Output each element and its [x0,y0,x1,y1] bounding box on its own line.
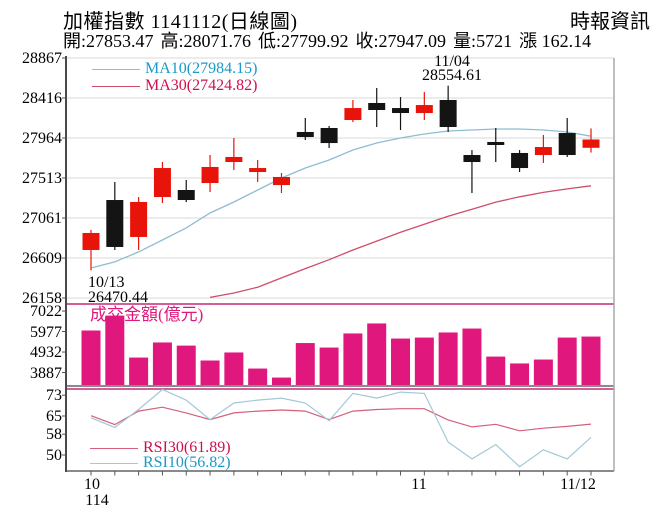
rsi30-line [90,406,592,432]
rsi30-line-swatch [90,447,138,449]
volume-axis-label: 4932 [30,344,62,362]
quote-line: 開:27853.47 高:28071.76 低:27799.92 收:27947.09… [63,27,598,53]
rsi10-line-swatch [90,462,138,464]
volume-bar [319,347,339,385]
volume-bar [414,337,434,385]
chart-annotation: 10/13 [88,274,125,291]
volume-axis-label: 3887 [30,364,62,382]
quote-part: 低:27799.92 [258,31,349,51]
candle-body [225,156,243,163]
page-title: 加權指數 1141112(日線圖) [63,11,298,33]
candle-body [392,108,410,114]
candle-body [487,141,505,145]
x-axis-label: 11/12 [560,476,596,493]
volume-bar [224,352,244,385]
volume-axis-label: 7022 [30,303,62,321]
volume-bar [581,336,601,385]
volume-bar [367,323,387,385]
volume-bar [343,333,363,385]
x-axis-label: 11 [411,476,427,493]
candle-body [296,131,314,138]
data-source-label: 時報資訊 [570,11,650,33]
price-axis-label: 27964 [22,130,62,147]
ma10-line-swatch [92,68,140,70]
candle-body [344,108,362,121]
volume-axis-label: 5977 [30,323,62,341]
price-axis-label: 26158 [22,290,62,307]
legend-ma10: MA10(27984.15) [92,61,257,77]
volume-bar [510,363,530,385]
chart-annotation: 26470.44 [88,289,148,306]
x-axis-label: 10 [84,476,100,493]
candle-body [558,133,576,156]
volume-bar [533,359,553,385]
price-axis-label: 26609 [22,250,62,268]
volume-bar [486,356,506,385]
rsi-axis-label: 58 [46,426,62,444]
candle-body [463,155,481,163]
rsi-axis-label: 50 [46,447,62,464]
volume-panel-title: 成交金額(億元) [90,305,204,324]
candle-body [82,232,100,250]
quote-part: 漲 162.14 [519,31,592,51]
candle-body [106,200,124,247]
price-axis-label: 27513 [22,169,62,187]
volume-bar [200,360,220,385]
volume-bar [248,368,268,385]
candle-body [415,105,433,114]
x-axis-label: 114 [85,492,109,509]
candle-body [534,147,552,156]
quote-part: 高:28071.76 [160,31,252,51]
legend-ma30: MA30(27424.82) [92,78,257,94]
quote-part: 量:5721 [453,31,513,51]
volume-bar [438,332,458,385]
rsi10-line [90,388,592,468]
volume-bar [271,377,291,385]
legend-rsi10: RSI10(56.82) [90,455,231,471]
volume-bar [176,345,196,385]
volume-bar [81,330,101,385]
ma30-line [209,185,592,299]
volume-bar [462,328,482,385]
price-axis-label: 27061 [22,210,62,227]
rsi30-legend-label: RSI30(61.89) [143,439,231,456]
volume-bar [295,343,315,385]
candle-body [272,176,290,186]
chart-annotation: 28554.61 [422,67,482,84]
volume-bar [391,338,411,385]
candle-body [320,127,338,144]
candle-body [249,168,267,173]
ma10-line [90,128,592,269]
quote-part: 收:27947.09 [355,31,447,51]
ma10-legend-label: MA10(27984.15) [145,60,258,77]
volume-bar [105,315,125,385]
rsi10-legend-label: RSI10(56.82) [143,454,231,471]
quote-part: 開:27853.47 [63,31,154,51]
candle-body [582,139,600,148]
candle-body [130,201,148,237]
volume-bar [557,337,577,385]
candle-body [439,99,457,128]
candle-body [201,166,219,184]
candle-body [368,103,386,111]
rsi-axis-label: 65 [46,408,62,425]
candle-body [177,190,195,201]
price-axis-label: 28416 [22,89,62,107]
ma30-legend-label: MA30(27424.82) [145,77,258,94]
chart-annotation: 11/04 [434,53,470,70]
volume-bar [129,357,149,385]
price-axis-label: 28867 [22,50,62,67]
candle-body [511,152,529,169]
candle-body [153,168,171,198]
ma30-line-swatch [92,85,140,87]
legend-rsi30: RSI30(61.89) [90,440,231,456]
rsi-axis-label: 73 [46,387,62,405]
volume-bar [152,342,172,385]
